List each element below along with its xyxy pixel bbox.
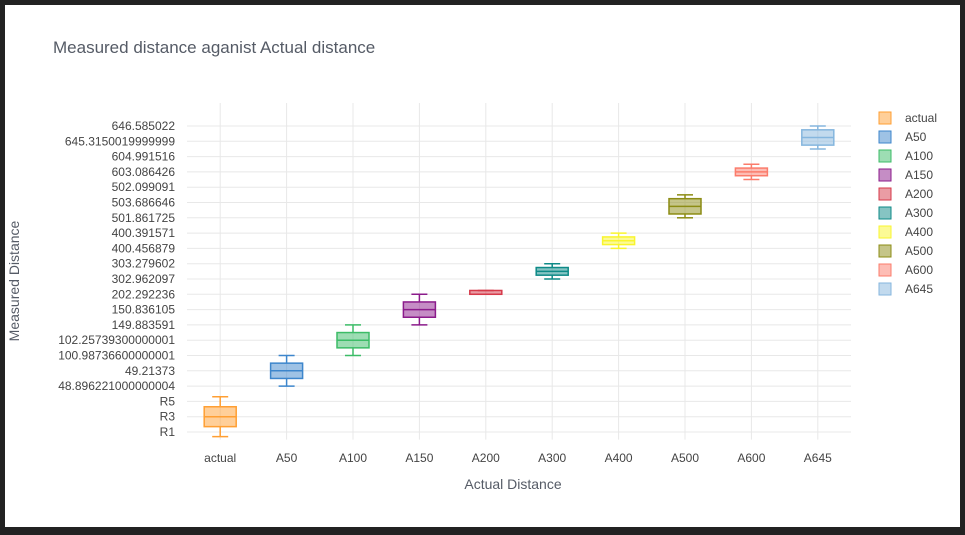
y-tick-label: 303.279602 — [112, 257, 176, 271]
y-tick-label: 400.456879 — [112, 241, 176, 255]
y-tick-label: 503.686646 — [112, 196, 176, 210]
y-tick-label: 603.086426 — [112, 165, 176, 179]
y-tick-label: 645.3150019999999 — [65, 134, 175, 148]
legend-swatch — [878, 244, 892, 258]
legend-item-a100: A100 — [878, 149, 933, 163]
x-axis-ticks: actual A50 A100 A150 A200 A300 A400 A500 A600 A64… — [204, 451, 832, 465]
chart-frame: Measured distance aganist Actual distanc… — [5, 5, 960, 527]
legend-swatch — [878, 263, 892, 277]
y-tick-label: 49.21373 — [125, 364, 175, 378]
legend-label: A400 — [905, 225, 933, 239]
legend-label: A600 — [905, 263, 933, 277]
x-tick-label: A300 — [538, 451, 566, 465]
legend-swatch — [878, 187, 892, 201]
legend-item-actual: actual — [878, 111, 937, 125]
legend-label: actual — [905, 111, 937, 125]
box-a600 — [734, 163, 769, 181]
x-axis-label: Actual Distance — [464, 476, 561, 492]
box-a50 — [269, 354, 304, 387]
legend-swatch — [878, 206, 892, 220]
x-tick-label: actual — [204, 451, 236, 465]
chart-svg: Measured distance aganist Actual distanc… — [6, 38, 937, 492]
legend-item-a645: A645 — [878, 282, 933, 296]
y-tick-label: 604.991516 — [112, 150, 176, 164]
legend-swatch — [878, 111, 892, 125]
box-a500 — [668, 194, 702, 219]
legend-item-a300: A300 — [878, 206, 933, 220]
legend-label: A200 — [905, 187, 933, 201]
x-tick-label: A500 — [671, 451, 699, 465]
x-tick-label: A100 — [339, 451, 367, 465]
x-tick-label: A645 — [804, 451, 832, 465]
y-tick-label: 400.391571 — [112, 226, 176, 240]
x-tick-label: A50 — [276, 451, 298, 465]
legend-item-a150: A150 — [878, 168, 933, 182]
box-plots — [203, 125, 835, 438]
legend-item-a200: A200 — [878, 187, 933, 201]
y-tick-label: R5 — [160, 394, 176, 408]
legend-swatch — [878, 282, 892, 296]
y-tick-label: 646.585022 — [112, 119, 176, 133]
box-actual — [203, 396, 237, 438]
legend-item-a600: A600 — [878, 263, 933, 277]
legend-item-a500: A500 — [878, 244, 933, 258]
y-tick-label: R3 — [160, 410, 176, 424]
y-tick-label: 501.861725 — [112, 211, 176, 225]
x-tick-label: A200 — [472, 451, 500, 465]
chart-title: Measured distance aganist Actual distanc… — [53, 38, 375, 57]
legend-label: A300 — [905, 206, 933, 220]
legend-swatch — [878, 168, 892, 182]
x-tick-label: A150 — [405, 451, 433, 465]
y-tick-label: 502.099091 — [112, 180, 176, 194]
box-a400 — [601, 232, 636, 250]
y-tick-label: 202.292236 — [112, 287, 176, 301]
x-tick-label: A400 — [605, 451, 633, 465]
y-tick-label: 48.896221000000004 — [58, 379, 175, 393]
y-tick-label: 102.25739300000001 — [58, 333, 175, 347]
legend: actual A50 A100 A150 A200 A300 A400 A500 A600 A64… — [878, 111, 937, 296]
legend-swatch — [878, 130, 892, 144]
box-a200 — [469, 289, 503, 296]
y-tick-label: 100.98736600000001 — [58, 349, 175, 363]
box-a150 — [402, 293, 437, 326]
y-tick-label: R1 — [160, 425, 176, 439]
legend-label: A150 — [905, 168, 933, 182]
box-a645 — [801, 125, 835, 150]
y-tick-label: 149.883591 — [112, 318, 176, 332]
y-tick-label: 302.962097 — [112, 272, 176, 286]
legend-label: A100 — [905, 149, 933, 163]
grid — [187, 103, 851, 440]
legend-label: A500 — [905, 244, 933, 258]
box-a100 — [336, 324, 370, 357]
x-tick-label: A600 — [737, 451, 765, 465]
legend-swatch — [878, 225, 892, 239]
y-tick-label: 150.836105 — [112, 303, 176, 317]
y-axis-label: Measured Distance — [6, 220, 22, 341]
legend-label: A50 — [905, 130, 927, 144]
legend-item-a400: A400 — [878, 225, 933, 239]
box-a300 — [535, 262, 569, 280]
legend-swatch — [878, 149, 892, 163]
legend-label: A645 — [905, 282, 933, 296]
legend-item-a50: A50 — [878, 130, 927, 144]
